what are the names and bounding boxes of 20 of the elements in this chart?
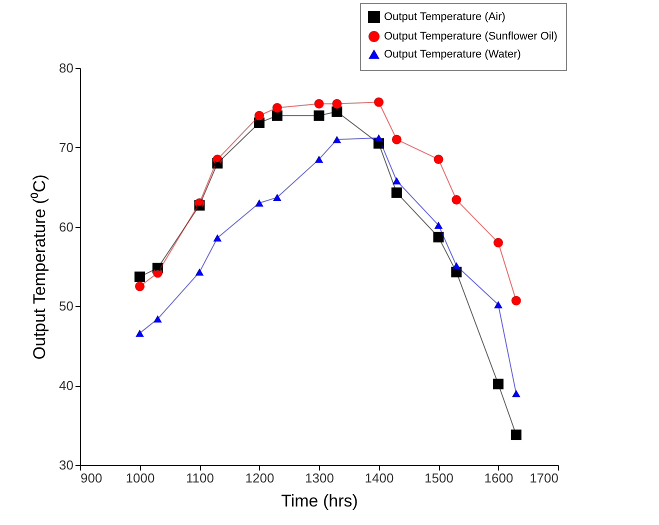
y-tick-label: 40 (59, 378, 74, 394)
x-axis-title: Time (hrs) (281, 492, 358, 510)
y-tick-label: 50 (59, 298, 74, 314)
legend-label: Output Temperature (Sunflower Oil) (384, 30, 558, 42)
y-tick-label: 70 (59, 140, 74, 155)
x-tick-label: 1400 (364, 470, 394, 486)
x-tick-label: 900 (80, 470, 102, 486)
x-tick-label: 1200 (245, 470, 274, 486)
x-tick-label: 1700 (530, 470, 558, 486)
legend-label: Output Temperature (Water) (384, 48, 521, 60)
x-tick-label: 1000 (126, 470, 155, 486)
x-tick-label: 1500 (424, 470, 454, 486)
x-tick-label: 1100 (186, 470, 214, 486)
x-tick-label: 1300 (305, 470, 334, 486)
y-axis-title: Output Temperature (⁰C) (30, 174, 50, 360)
y-tick-label: 30 (59, 458, 74, 472)
y-tick-label: 60 (59, 219, 74, 234)
x-tick-label: 1600 (484, 470, 514, 486)
y-tick-label: 80 (59, 60, 74, 76)
legend-label: Output Temperature (Air) (384, 11, 506, 23)
